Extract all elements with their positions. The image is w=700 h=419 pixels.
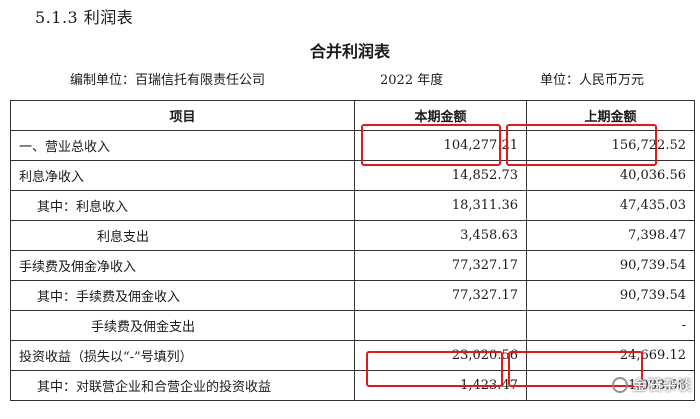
income-statement-table: 项目 本期金额 上期金额 一、营业总收入 104,277.21 156,722.… (10, 100, 695, 401)
row-item: 投资收益（损失以“-”号填列） (10, 340, 355, 371)
watermark-text: 金石杂谈 (631, 376, 692, 394)
row-item: 手续费及佣金支出 (10, 310, 355, 341)
table-row: 一、营业总收入 104,277.21 156,722.52 (10, 130, 695, 161)
highlight-box-total-prior (506, 124, 657, 166)
meta-company: 编制单位：百瑞信托有限责任公司 (70, 73, 266, 88)
col-header-item: 项目 (10, 100, 355, 131)
row-prior: 47,435.03 (526, 190, 695, 221)
table-row: 利息支出 3,458.63 7,398.47 (10, 220, 695, 251)
highlight-box-investment-prior (508, 351, 643, 387)
table-row: 其中：利息收入 18,311.36 47,435.03 (10, 190, 695, 221)
section-heading: 5.1.3 利润表 (35, 8, 134, 27)
row-current: 77,327.17 (354, 250, 527, 281)
row-current: 3,458.63 (354, 220, 527, 251)
highlight-box-total-current (361, 124, 501, 166)
row-item: 其中：手续费及佣金收入 (10, 280, 355, 311)
watermark: 金石杂谈 (611, 374, 692, 395)
watermark-logo-icon (611, 376, 628, 393)
table-row: 手续费及佣金净收入 77,327.17 90,739.54 (10, 250, 695, 281)
row-item: 其中：利息收入 (10, 190, 355, 221)
table-title: 合并利润表 (309, 42, 390, 61)
row-item: 利息支出 (10, 220, 355, 251)
row-current (354, 310, 527, 341)
row-prior: - (526, 310, 695, 341)
row-prior: 156,722.52 (526, 130, 695, 161)
row-prior: 90,739.54 (526, 280, 695, 311)
row-item: 手续费及佣金净收入 (10, 250, 355, 281)
row-item: 其中：对联营企业和合营企业的投资收益 (10, 370, 355, 401)
highlight-box-investment-current (366, 351, 503, 387)
row-current: 77,327.17 (354, 280, 527, 311)
table-row: 其中：手续费及佣金收入 77,327.17 90,739.54 (10, 280, 695, 311)
table-row: 手续费及佣金支出 - (10, 310, 695, 341)
row-current: 18,311.36 (354, 190, 527, 221)
meta-unit: 单位：人民币万元 (540, 73, 645, 88)
row-item: 利息净收入 (10, 160, 355, 191)
row-prior: 90,739.54 (526, 250, 695, 281)
row-prior: 7,398.47 (526, 220, 695, 251)
table-row: 其中：对联营企业和合营企业的投资收益 -1,423.47 -1,083.58 (10, 370, 695, 401)
row-item: 一、营业总收入 (10, 130, 355, 161)
meta-year: 2022 年度 (380, 73, 444, 88)
